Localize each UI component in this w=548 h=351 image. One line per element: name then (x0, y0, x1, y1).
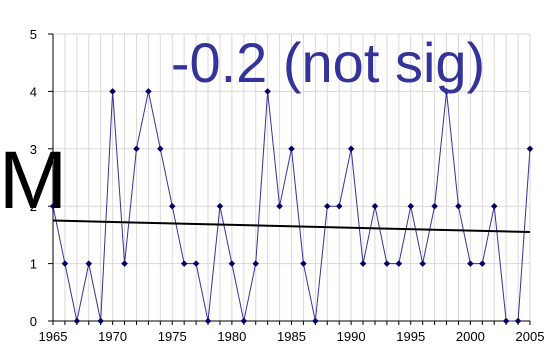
data-point (168, 202, 176, 210)
data-point (288, 145, 295, 153)
data-series (49, 88, 534, 325)
data-point (109, 88, 116, 95)
data-point (276, 202, 283, 210)
data-point (121, 260, 128, 267)
data-point (97, 317, 105, 325)
trendline-group (52, 219, 531, 234)
x-tick-label: 2000 (456, 329, 485, 344)
data-point (323, 202, 331, 210)
x-tick-label: 1990 (337, 329, 366, 344)
x-tick-label: 1985 (277, 329, 306, 344)
data-point (359, 260, 367, 267)
data-point (383, 260, 391, 267)
y-tick-label: 3 (30, 142, 37, 157)
data-point (419, 260, 427, 267)
data-point (240, 317, 248, 325)
data-point (371, 202, 379, 210)
data-point (192, 260, 200, 267)
gridlines (53, 33, 531, 321)
tick-labels: 0 1 2 3 4 5 1965 1970 1975 1980 1985 1990 1995 2000 20… (30, 27, 545, 344)
slope-annotation: -0.2 (not sig) (171, 31, 485, 94)
x-tick-label: 1975 (158, 329, 187, 344)
data-point (443, 88, 450, 95)
data-point (490, 202, 498, 210)
data-point (395, 260, 403, 267)
y-tick-label: 0 (30, 314, 37, 329)
data-point (85, 260, 93, 267)
data-point (204, 317, 212, 325)
data-point (431, 202, 438, 210)
data-point (49, 202, 57, 210)
data-point (347, 145, 355, 153)
side-letter-label: M (0, 135, 67, 226)
data-point (502, 317, 510, 325)
y-tick-label: 4 (30, 84, 37, 99)
data-point (145, 88, 152, 95)
data-point (311, 317, 319, 325)
data-point (216, 202, 224, 210)
data-point (514, 317, 522, 325)
data-point (228, 260, 236, 267)
data-point (252, 260, 260, 267)
data-point (133, 145, 140, 153)
data-point (156, 145, 164, 153)
data-point (478, 260, 486, 267)
x-tick-label: 1965 (39, 329, 68, 344)
axes (48, 33, 531, 325)
data-point (526, 145, 534, 153)
data-point (264, 88, 272, 95)
data-point (407, 202, 415, 210)
trendline (52, 219, 531, 234)
x-tick-label: 2005 (516, 329, 545, 344)
data-point (61, 260, 69, 267)
data-point (180, 260, 188, 267)
y-tick-label: 2 (30, 199, 37, 214)
y-tick-label: 5 (30, 27, 37, 42)
data-point (455, 202, 462, 210)
x-tick-label: 1970 (98, 329, 127, 344)
data-point (73, 317, 81, 325)
x-tick-label: 1980 (217, 329, 246, 344)
x-tick-label: 1995 (396, 329, 425, 344)
data-point (335, 202, 343, 210)
y-tick-label: 1 (30, 257, 37, 272)
data-point (467, 260, 474, 267)
data-point (300, 260, 307, 267)
